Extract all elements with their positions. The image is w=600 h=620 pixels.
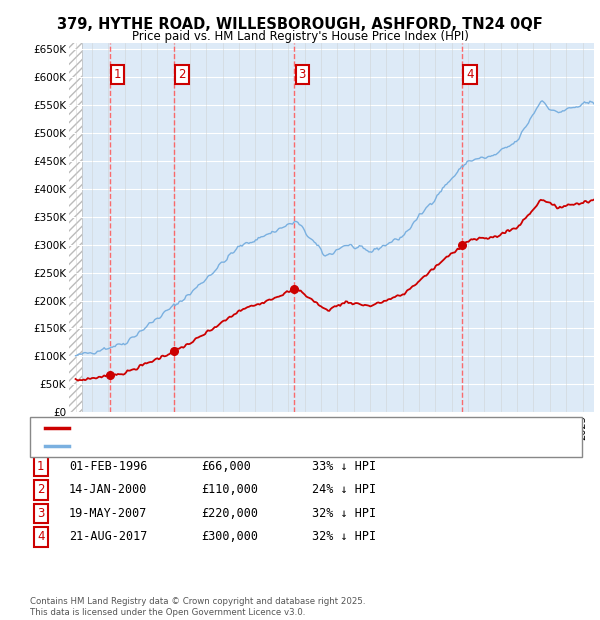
Text: 14-JAN-2000: 14-JAN-2000 [69,484,148,496]
Text: 21-AUG-2017: 21-AUG-2017 [69,531,148,543]
Text: 01-FEB-1996: 01-FEB-1996 [69,460,148,472]
Text: 1: 1 [37,460,44,472]
Text: 32% ↓ HPI: 32% ↓ HPI [312,531,376,543]
Text: 2: 2 [178,68,186,81]
Text: 4: 4 [37,531,44,543]
Text: £110,000: £110,000 [201,484,258,496]
Text: 379, HYTHE ROAD, WILLESBOROUGH, ASHFORD, TN24 0QF (detached house): 379, HYTHE ROAD, WILLESBOROUGH, ASHFORD,… [72,423,475,433]
Text: £300,000: £300,000 [201,531,258,543]
Text: 3: 3 [298,68,306,81]
Text: 2: 2 [37,484,44,496]
Text: Contains HM Land Registry data © Crown copyright and database right 2025.
This d: Contains HM Land Registry data © Crown c… [30,598,365,617]
Text: 379, HYTHE ROAD, WILLESBOROUGH, ASHFORD, TN24 0QF: 379, HYTHE ROAD, WILLESBOROUGH, ASHFORD,… [57,17,543,32]
Text: 32% ↓ HPI: 32% ↓ HPI [312,507,376,520]
Text: HPI: Average price, detached house, Ashford: HPI: Average price, detached house, Ashf… [72,441,305,451]
Text: 3: 3 [37,507,44,520]
Text: £66,000: £66,000 [201,460,251,472]
Text: 24% ↓ HPI: 24% ↓ HPI [312,484,376,496]
Text: 4: 4 [466,68,474,81]
Text: Price paid vs. HM Land Registry's House Price Index (HPI): Price paid vs. HM Land Registry's House … [131,30,469,43]
Bar [69,43,82,412]
Text: 1: 1 [113,68,121,81]
Text: £220,000: £220,000 [201,507,258,520]
Text: 19-MAY-2007: 19-MAY-2007 [69,507,148,520]
Text: 33% ↓ HPI: 33% ↓ HPI [312,460,376,472]
